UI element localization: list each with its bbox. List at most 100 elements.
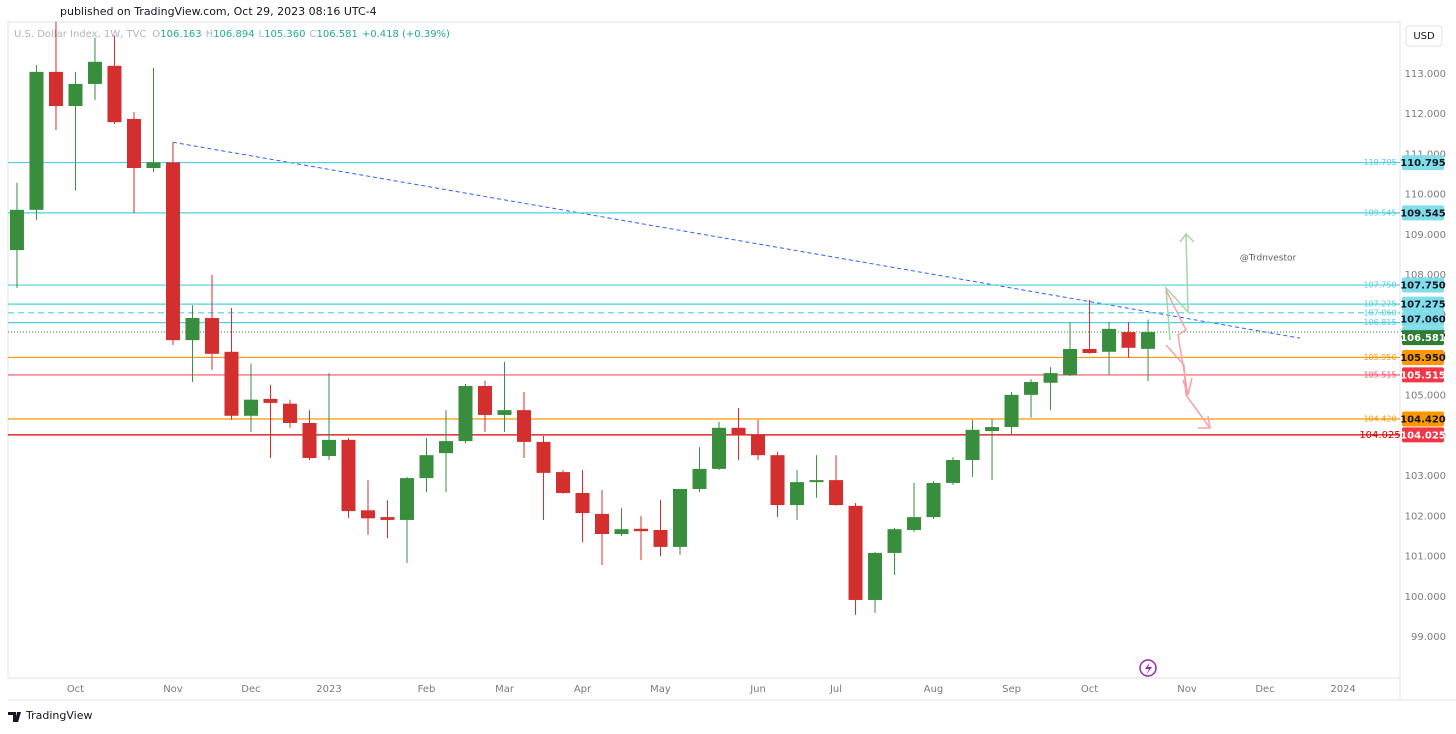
last-price-badge: [1402, 330, 1444, 346]
legend-key: L: [259, 29, 265, 40]
candle-body: [399, 478, 414, 520]
candle-body: [907, 517, 922, 530]
candle-body: [614, 529, 629, 535]
candle-body: [790, 482, 805, 506]
level-badge: [1402, 367, 1444, 383]
candle-body: [263, 398, 278, 403]
candle-body: [536, 441, 551, 473]
candle-body: [360, 510, 375, 519]
level-label: 109.545: [1363, 208, 1396, 217]
legend-value: 106.581: [316, 29, 357, 40]
level-label: 107.275: [1363, 300, 1396, 309]
y-tick-label: 111.000: [1405, 149, 1446, 160]
plot-area: [7, 21, 1401, 679]
candle-body: [1004, 394, 1019, 428]
y-tick-label: 102.000: [1405, 511, 1446, 522]
y-tick-label: 113.000: [1405, 69, 1446, 80]
candle-body: [673, 488, 688, 547]
candle-body: [712, 427, 727, 469]
level-badge-text: 107.750: [1400, 281, 1446, 292]
level-label: 104.420: [1363, 414, 1396, 423]
x-tick-label: Nov: [163, 684, 183, 695]
y-tick-label: 100.000: [1405, 592, 1446, 603]
candle-body: [1043, 373, 1058, 383]
candle-body: [107, 65, 122, 123]
y-tick-label: 101.000: [1405, 552, 1446, 563]
legend-value: 106.163: [160, 29, 201, 40]
candle-body: [1063, 348, 1078, 376]
y-tick-label: 112.000: [1405, 109, 1446, 120]
candle-body: [1024, 381, 1039, 395]
x-tick-label: Oct: [1081, 684, 1098, 695]
candle-body: [985, 427, 1000, 432]
currency: USD: [1413, 31, 1435, 42]
level-badge: [1402, 411, 1444, 427]
y-tick-label: 105.000: [1405, 391, 1446, 402]
level-badge: [1402, 205, 1444, 221]
legend-key: O: [152, 29, 160, 40]
x-tick-label: Jun: [749, 684, 766, 695]
x-tick-label: Nov: [1177, 684, 1197, 695]
candle-body: [868, 552, 883, 600]
candle-body: [9, 209, 24, 251]
level-badge: [1402, 277, 1444, 293]
event-icon[interactable]: [1139, 659, 1157, 677]
candle-body: [965, 429, 980, 461]
candle-body: [458, 385, 473, 442]
candle-body: [497, 410, 512, 415]
candle-body: [770, 455, 785, 506]
candle-body: [478, 385, 493, 415]
candle-body: [48, 71, 63, 107]
level-badge: [1402, 155, 1444, 171]
candle-body: [926, 482, 941, 518]
candle-body: [1121, 332, 1136, 348]
candle-body: [751, 435, 766, 456]
candle-body: [809, 480, 824, 483]
y-tick-label: 103.000: [1405, 471, 1446, 482]
candle-body: [243, 399, 258, 416]
level-badge-text: 104.420: [1400, 414, 1446, 425]
level-label: 107.750: [1363, 281, 1396, 290]
level-label: 110.795: [1363, 158, 1396, 167]
candle-body: [126, 118, 141, 169]
candle-body: [68, 83, 83, 107]
legend-value: 105.360: [264, 29, 305, 40]
level-label: 107.060: [1363, 308, 1396, 317]
level-badge-text: 109.545: [1400, 208, 1446, 219]
trendline: [172, 141, 1301, 339]
candle-body: [1102, 328, 1117, 352]
x-tick-label: May: [650, 684, 671, 695]
candle-body: [1082, 348, 1097, 354]
candle-body: [848, 505, 863, 600]
candle-body: [692, 468, 707, 489]
candle-body: [556, 472, 571, 493]
legend: U.S. Dollar Index, 1W, TVC O106.163 H106.8…: [14, 29, 450, 40]
candle-body: [731, 427, 746, 436]
event-icon-bolt: [1145, 662, 1152, 675]
candle-body: [302, 423, 317, 458]
candle-body: [517, 410, 532, 442]
candle-body: [380, 517, 395, 520]
x-tick-label: Dec: [1255, 684, 1274, 695]
legend-key: C: [309, 29, 316, 40]
x-tick-label: Jul: [829, 684, 842, 695]
level-label: 106.815: [1363, 318, 1396, 327]
level-badge-text: 107.060: [1400, 315, 1446, 326]
last-price-badge-text: 106.581: [1400, 333, 1446, 344]
currency-button[interactable]: [1405, 25, 1443, 47]
candle-body: [946, 460, 961, 483]
candle-body: [29, 71, 44, 210]
candle-body: [87, 61, 102, 84]
candle-body: [887, 529, 902, 553]
candle-body: [419, 455, 434, 479]
level-badge-text: 105.950: [1400, 353, 1446, 364]
candle-body: [595, 513, 610, 535]
down-arrow: [1165, 344, 1212, 429]
brand: TradingView: [25, 709, 92, 722]
x-tick-label: 2023: [316, 684, 341, 695]
logo-mark: [8, 712, 21, 722]
candle-body: [634, 528, 649, 532]
x-tick-label: Mar: [495, 684, 515, 695]
candle-body: [1141, 332, 1156, 349]
